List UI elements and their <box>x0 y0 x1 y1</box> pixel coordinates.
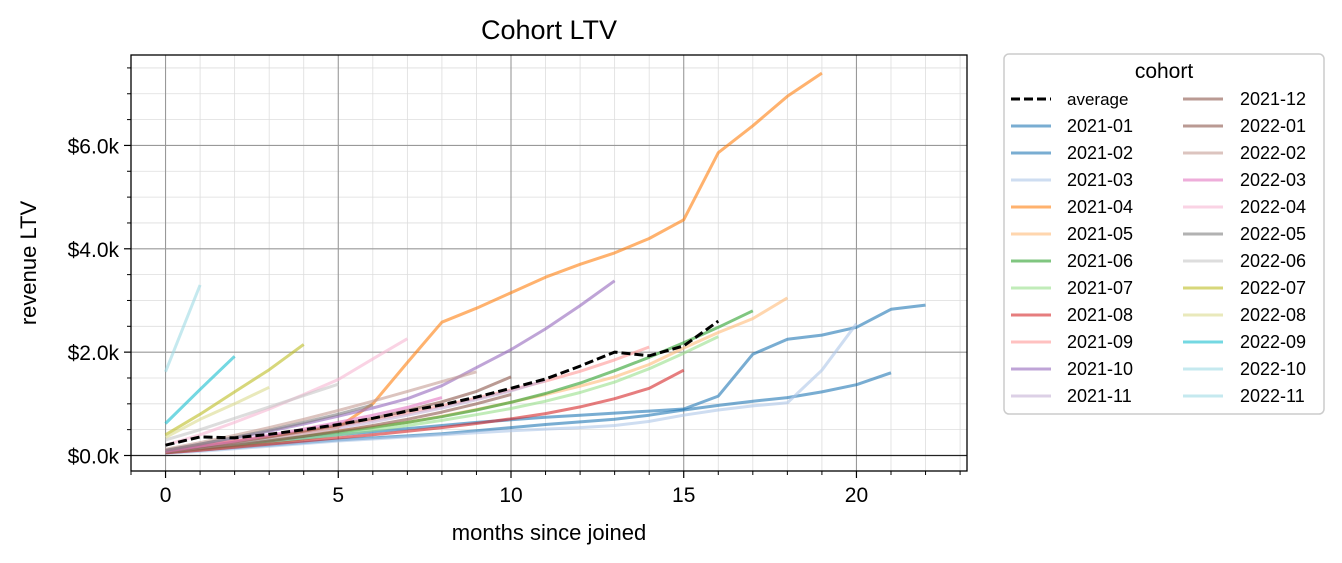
legend: cohort average 2021-01 2021-02 2021-03 2021-… <box>1003 53 1325 415</box>
x-tick-label: 15 <box>672 484 695 507</box>
series-layer <box>164 71 926 455</box>
series-line-2022-10 <box>164 284 202 373</box>
legend-entries: average 2021-01 2021-02 2021-03 2021-04 2021-… <box>1011 89 1306 406</box>
y-tick-label: $4.0k <box>68 239 120 262</box>
legend-label-2022-05: 2022-05 <box>1240 224 1306 244</box>
series-line-2021-08 <box>165 368 685 455</box>
legend-label-2022-04: 2022-04 <box>1240 197 1306 217</box>
legend-label-2021-02: 2021-02 <box>1067 143 1133 163</box>
legend-label-2022-08: 2022-08 <box>1240 305 1306 325</box>
legend-label-average: average <box>1067 90 1128 109</box>
series-line-2022-02 <box>165 370 477 451</box>
x-tick-label: 5 <box>332 484 344 507</box>
series-line-2022-08 <box>164 385 270 439</box>
y-tick-label: $0.0k <box>68 445 120 468</box>
y-tick-label: $6.0k <box>68 135 120 158</box>
legend-label-2022-02: 2022-02 <box>1240 143 1306 163</box>
legend-label-2022-09: 2022-09 <box>1240 332 1306 352</box>
legend-label-2021-07: 2021-07 <box>1067 278 1133 298</box>
series-line-2022-06 <box>165 382 339 442</box>
legend-label-2021-10: 2021-10 <box>1067 359 1133 379</box>
plot-frame <box>130 54 968 472</box>
legend-label-2022-06: 2022-06 <box>1240 251 1306 271</box>
legend-label-2021-01: 2021-01 <box>1067 116 1133 136</box>
legend-label-2022-10: 2022-10 <box>1240 359 1306 379</box>
x-axis-label: months since joined <box>452 520 646 545</box>
legend-label-2021-11: 2021-11 <box>1067 386 1132 406</box>
minor-grid <box>130 55 967 471</box>
legend-label-2022-03: 2022-03 <box>1240 170 1306 190</box>
series-line-2022-05 <box>165 403 374 452</box>
legend-label-2022-11: 2022-11 <box>1240 386 1305 406</box>
legend-label-2021-08: 2021-08 <box>1067 305 1133 325</box>
y-axis-label: revenue LTV <box>16 201 41 326</box>
legend-label-2021-12: 2021-12 <box>1240 89 1306 109</box>
series-line-2022-03 <box>165 396 443 453</box>
major-grid <box>131 55 967 471</box>
legend-label-2021-04: 2021-04 <box>1067 197 1133 217</box>
legend-label-2022-01: 2022-01 <box>1240 116 1306 136</box>
legend-label-2022-07: 2022-07 <box>1240 278 1306 298</box>
legend-frame <box>1003 53 1325 415</box>
legend-label-2021-09: 2021-09 <box>1067 332 1133 352</box>
x-tick-label: 10 <box>499 484 522 507</box>
legend-label-2021-06: 2021-06 <box>1067 251 1133 271</box>
legend-label-2021-05: 2021-05 <box>1067 224 1133 244</box>
x-tick-label: 0 <box>160 484 172 507</box>
legend-title: cohort <box>1135 60 1194 83</box>
series-line-2022-09 <box>164 355 236 425</box>
axis-ticks: 0 5 10 15 20 $0.0k $2.0k $4.0k $6.0k <box>68 67 961 507</box>
legend-label-2021-03: 2021-03 <box>1067 170 1133 190</box>
x-tick-label: 20 <box>845 484 868 507</box>
chart-title: Cohort LTV <box>481 15 617 45</box>
series-line-2021-03 <box>165 322 858 455</box>
series-line-2022-01 <box>165 393 512 454</box>
series-line-average <box>165 319 720 447</box>
y-tick-label: $2.0k <box>68 342 120 365</box>
series-line-2022-07 <box>164 343 305 437</box>
